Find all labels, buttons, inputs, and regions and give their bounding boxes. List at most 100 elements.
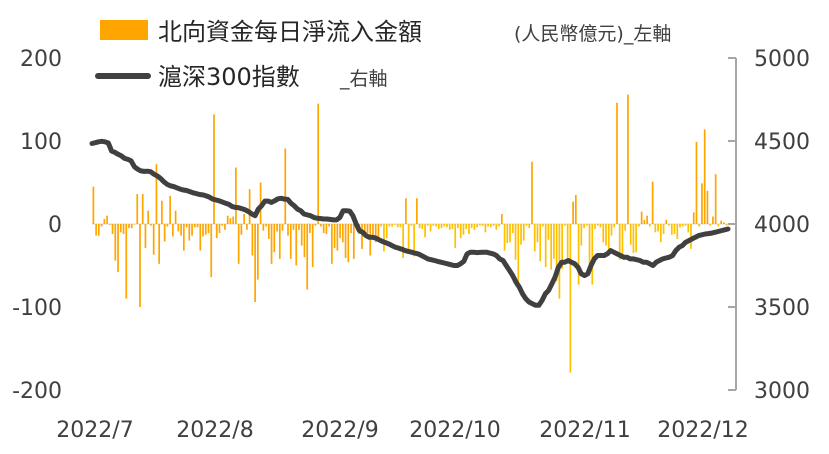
bar (114, 224, 117, 261)
bar (555, 224, 558, 282)
bar (695, 141, 698, 224)
bar (577, 224, 580, 285)
legend-line-label: 滬深300指數 (158, 63, 300, 91)
bar (594, 224, 596, 229)
bar (100, 224, 103, 227)
bar (481, 224, 484, 226)
bar (336, 224, 339, 251)
bar (443, 224, 446, 227)
bar (363, 224, 366, 234)
bar (651, 181, 654, 224)
left-tick-label: 200 (20, 47, 62, 72)
bar (163, 224, 166, 242)
bar (402, 224, 404, 259)
bar (585, 224, 588, 226)
bar (646, 215, 648, 224)
bar (306, 224, 309, 290)
bar (377, 224, 380, 242)
bar (657, 224, 659, 232)
bar (580, 224, 583, 246)
bar (396, 224, 399, 228)
bar (350, 224, 352, 234)
x-tick-label: 2022/10 (409, 418, 500, 443)
right-tick-label: 4500 (754, 130, 810, 155)
bar (509, 224, 511, 243)
bar (314, 224, 317, 226)
bar (712, 216, 714, 224)
bar (627, 94, 629, 225)
bar (533, 224, 536, 252)
bar (550, 224, 553, 270)
left-tick-label: -200 (12, 379, 62, 404)
bar (166, 224, 169, 227)
bar (457, 224, 459, 229)
bar (199, 224, 202, 251)
bar (295, 224, 298, 266)
bar (267, 224, 270, 239)
left-tick-label: 0 (48, 213, 62, 238)
bar (394, 224, 396, 225)
bar (391, 224, 394, 227)
bar (525, 224, 528, 226)
bar (92, 186, 95, 224)
x-tick-label: 2022/9 (301, 418, 378, 443)
bar (289, 224, 292, 259)
bar (169, 195, 171, 224)
bar (248, 189, 251, 224)
bar (383, 224, 385, 252)
bar (155, 164, 158, 224)
bar (292, 224, 295, 230)
bar (690, 224, 692, 249)
bar (583, 224, 585, 229)
legend-bar-swatch (100, 20, 148, 40)
bar (361, 224, 363, 249)
bar (193, 224, 196, 228)
x-tick-label: 2022/8 (176, 418, 253, 443)
right-tick-label: 4000 (754, 213, 810, 238)
bar (237, 224, 240, 264)
bar (495, 224, 498, 230)
right-tick-label: 5000 (754, 47, 810, 72)
bar (506, 224, 509, 244)
bar (421, 224, 424, 229)
bar (632, 224, 635, 254)
bar (468, 224, 470, 234)
bar (547, 224, 550, 240)
bar (352, 224, 355, 259)
bar (172, 224, 174, 237)
bar (531, 161, 533, 224)
bar (522, 224, 525, 241)
bar (224, 224, 226, 230)
bar (229, 218, 232, 224)
bar (125, 224, 128, 299)
bar (317, 103, 320, 224)
bar (207, 224, 210, 234)
bar (246, 224, 248, 230)
bar (235, 167, 237, 224)
bar (180, 224, 182, 236)
bar (629, 224, 632, 245)
bar (659, 224, 662, 243)
bar (311, 224, 314, 268)
bar (487, 224, 489, 227)
bar (281, 224, 284, 231)
bar (215, 224, 218, 239)
bar (95, 224, 97, 236)
bar (459, 224, 462, 239)
bar (243, 214, 245, 224)
bar (374, 224, 377, 243)
right-axis: 3000 3500 4000 4500 5000 (728, 47, 810, 404)
bar (424, 224, 426, 238)
legend-bar-label: 北向資金每日淨流入金額 (158, 18, 422, 46)
bar (490, 224, 492, 228)
bar (514, 224, 517, 260)
bar (703, 129, 706, 224)
bar (117, 224, 119, 273)
bar (673, 224, 676, 234)
bar (725, 224, 728, 226)
bar (161, 200, 163, 224)
bar (649, 224, 651, 227)
bar (202, 224, 204, 237)
bar (717, 224, 720, 227)
bar (111, 224, 114, 234)
